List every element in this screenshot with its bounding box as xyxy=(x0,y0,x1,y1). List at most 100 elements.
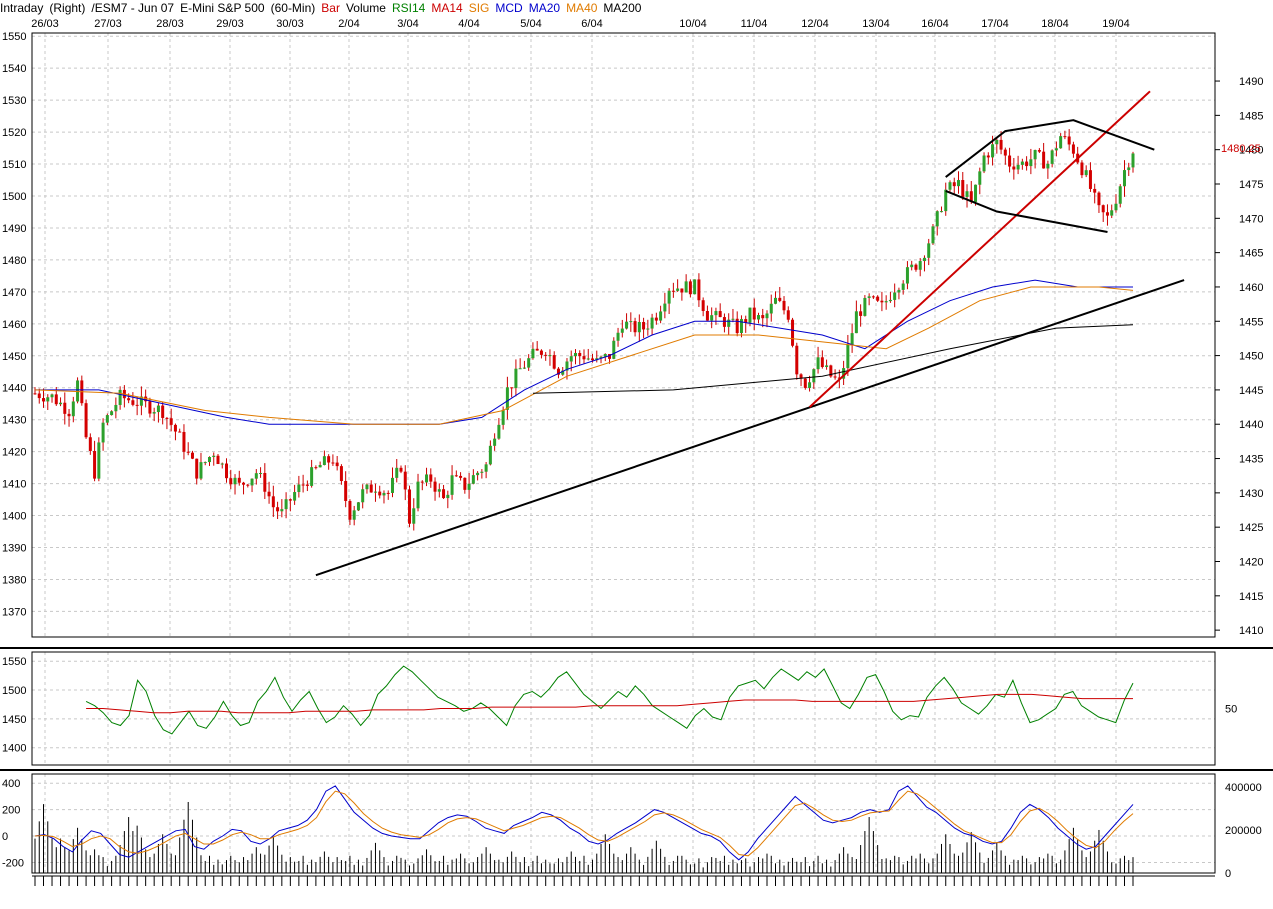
candle-body xyxy=(986,155,990,158)
price-panel xyxy=(33,90,1185,577)
candle-body xyxy=(114,404,118,412)
candle-body xyxy=(59,402,63,405)
candle-body xyxy=(42,398,46,402)
candle-body xyxy=(327,456,331,463)
y-tick-label: 1425 xyxy=(1239,522,1263,534)
candle-body xyxy=(1037,150,1041,152)
x-tick-label: 28/03 xyxy=(156,18,184,30)
candle-body xyxy=(676,288,680,291)
candle-body xyxy=(969,191,973,202)
candle-body xyxy=(659,311,663,321)
y-tick-label: 1510 xyxy=(2,159,26,171)
header-item: RSI14 xyxy=(391,1,426,15)
candle-body xyxy=(348,500,352,520)
candle-body xyxy=(727,319,731,327)
y-tick-label: 1530 xyxy=(2,95,26,107)
candle-body xyxy=(774,297,778,304)
mcd-line xyxy=(34,785,1134,861)
candle-body xyxy=(629,321,633,323)
header-item: /ESM7 - Jun 07 xyxy=(91,1,175,15)
candle-body xyxy=(1067,136,1071,145)
candle-body xyxy=(918,261,922,270)
candle-body xyxy=(403,471,407,490)
header-item: Intraday xyxy=(0,1,44,15)
candle-body xyxy=(459,475,463,478)
panel-frame xyxy=(31,773,1216,874)
candle-body xyxy=(225,463,229,479)
candle-body xyxy=(556,368,560,375)
y-tick-label: 1400 xyxy=(2,743,26,755)
y-tick-label: 200 xyxy=(2,805,20,817)
candle-body xyxy=(531,348,535,359)
candle-body xyxy=(961,180,965,197)
candle-body xyxy=(156,405,160,413)
candle-body xyxy=(1003,149,1007,156)
candle-body xyxy=(897,289,901,293)
candle-body xyxy=(420,481,424,483)
x-tick-label: 16/04 xyxy=(921,18,949,30)
candle-body xyxy=(893,292,897,300)
y-tick-label: 1480 xyxy=(1239,145,1263,157)
candle-body xyxy=(654,317,658,321)
header-item: MCD xyxy=(495,1,523,15)
candle-body xyxy=(608,353,612,359)
x-tick-label: 3/04 xyxy=(397,18,418,30)
candle-body xyxy=(842,368,846,379)
trendline xyxy=(808,90,1151,408)
candle-body xyxy=(948,182,952,190)
candle-body xyxy=(620,328,624,333)
trendline xyxy=(945,119,1155,178)
y-tick-label: 1490 xyxy=(2,223,26,235)
candle-body xyxy=(437,489,441,492)
candle-body xyxy=(476,472,480,476)
candle-body xyxy=(497,424,501,439)
x-tick-label: 19/04 xyxy=(1102,18,1130,30)
panel-frames xyxy=(0,32,1273,874)
candle-body xyxy=(825,365,829,368)
candle-body xyxy=(386,492,390,494)
candle-body xyxy=(429,474,433,482)
candle-body xyxy=(854,311,858,334)
candle-body xyxy=(288,499,292,501)
candle-body xyxy=(914,264,918,270)
candle-body xyxy=(169,418,173,425)
candle-body xyxy=(471,475,475,484)
sig-line xyxy=(34,790,1134,857)
candle-body xyxy=(186,451,190,453)
candle-body xyxy=(527,358,531,368)
header-item: Volume xyxy=(345,1,386,15)
candle-body xyxy=(799,374,803,379)
candle-body xyxy=(735,318,739,334)
candle-body xyxy=(684,281,688,293)
y-tick-label: 1480 xyxy=(2,255,26,267)
candle-body xyxy=(1020,161,1024,165)
candle-body xyxy=(139,396,143,406)
candle-body xyxy=(1012,166,1016,170)
candle-body xyxy=(1008,155,1012,167)
candle-body xyxy=(1025,161,1029,167)
y-tick-label: 1550 xyxy=(2,31,26,43)
candle-body xyxy=(373,491,377,493)
y-tick-label: 1450 xyxy=(2,714,26,726)
candle-body xyxy=(782,300,786,311)
candle-body xyxy=(207,457,211,463)
candle-body xyxy=(425,474,429,483)
candle-body xyxy=(339,466,343,482)
candle-body xyxy=(650,317,654,329)
y-tick-label: 1430 xyxy=(1239,488,1263,500)
candle-body xyxy=(284,499,288,510)
candle-body xyxy=(561,370,565,375)
candle-body xyxy=(944,189,948,212)
candle-body xyxy=(888,299,892,302)
y-tick-label: 1445 xyxy=(1239,385,1263,397)
candle-body xyxy=(718,311,722,318)
candle-body xyxy=(871,296,875,298)
candle-body xyxy=(203,462,207,464)
candle-body xyxy=(271,496,275,508)
candle-body xyxy=(263,473,267,492)
candle-body xyxy=(412,508,416,524)
candle-body xyxy=(769,303,773,314)
trendline xyxy=(945,189,1108,233)
candle-body xyxy=(514,368,518,389)
candle-body xyxy=(761,315,765,319)
